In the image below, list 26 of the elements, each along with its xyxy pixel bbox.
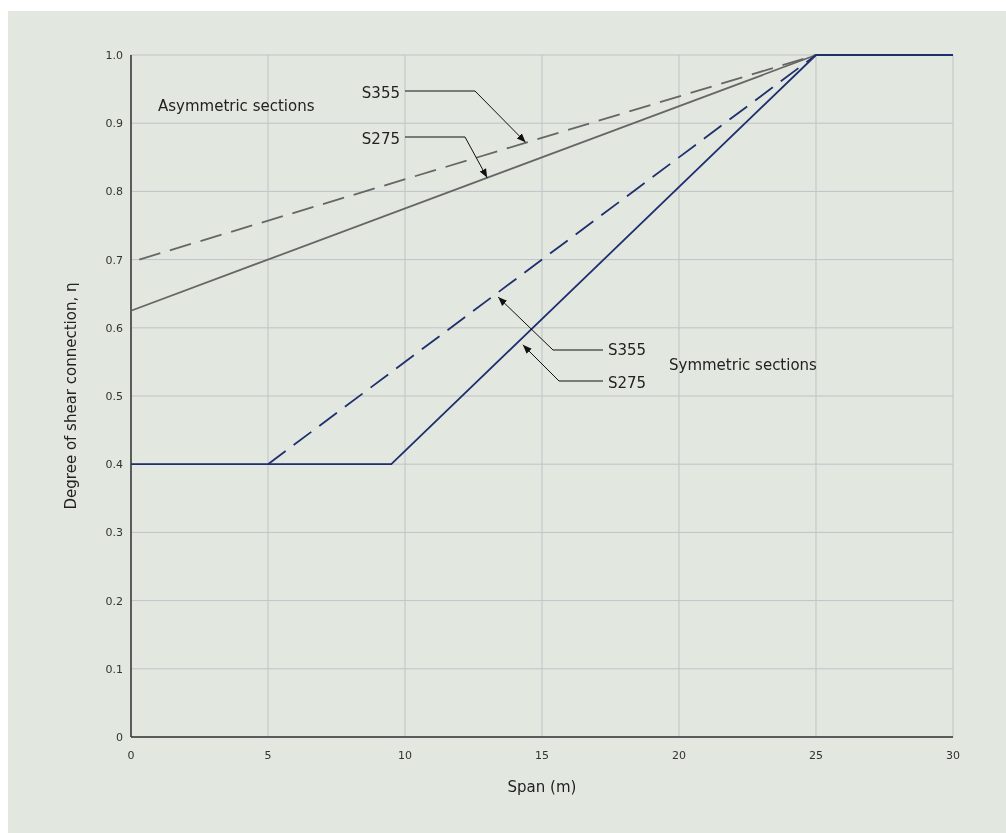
y-tick-label: 0.5 [105,390,123,403]
annotation: S355 [361,84,400,102]
y-tick-label: 0.1 [105,662,123,676]
x-tick-label: 10 [398,749,412,762]
annotation: S275 [361,130,400,148]
x-tick-label: 5 [264,749,272,762]
annotation: Asymmetric sections [158,97,315,115]
y-tick-label: 0.8 [105,185,123,199]
x-axis-title: Span (m) [507,778,577,796]
y-tick-label: 0.9 [105,117,123,131]
x-tick-label: 0 [127,749,135,762]
y-tick-label: 0.2 [105,594,123,608]
annotation: Symmetric sections [669,356,818,374]
annotation: S355 [608,341,647,359]
x-tick-label: 30 [946,749,960,762]
y-axis-title: Degree of shear connection, η [62,282,80,510]
y-tick-label: 0.7 [105,253,123,267]
x-tick-label: 20 [672,749,686,762]
y-tick-label: 0.4 [105,458,123,472]
y-tick-label: 0.6 [105,321,123,335]
x-tick-label: 25 [809,749,823,762]
y-tick-label: 1.0 [105,49,123,62]
x-tick-label: 15 [535,749,549,762]
y-tick-label: 0 [116,731,123,744]
y-tick-label: 0.3 [105,526,123,540]
annotation: S275 [608,374,647,392]
